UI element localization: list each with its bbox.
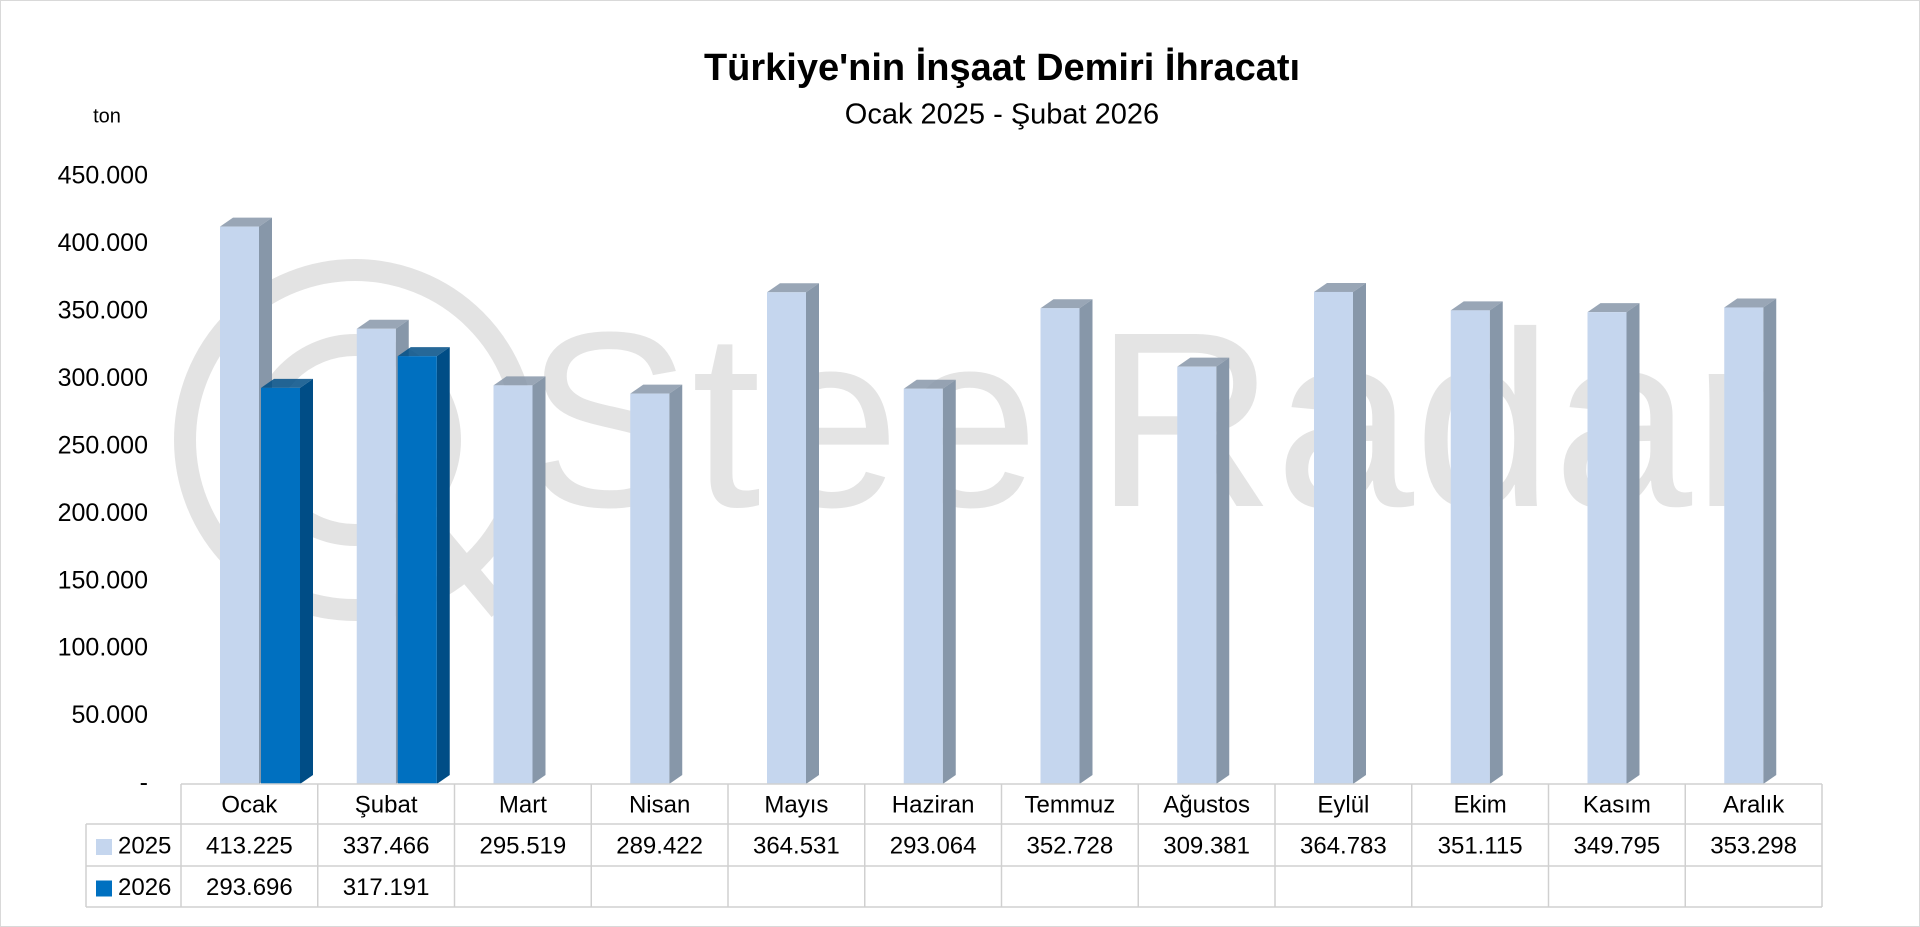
data-label: 289.422 [616,832,703,859]
bar [767,292,806,784]
bar [1587,312,1627,784]
bar [1724,307,1764,784]
chart-title: Türkiye'nin İnşaat Demiri İhracatı [704,47,1300,89]
x-tick-label: Temmuz [1025,791,1116,818]
data-label: 364.531 [753,832,840,859]
bar-top [397,347,450,357]
data-label: 351.115 [1438,832,1523,859]
data-label: 364.783 [1300,832,1387,859]
bar-side [532,376,546,784]
x-tick-label: Aralık [1723,791,1785,818]
bar [397,356,437,784]
y-tick-label: 200.000 [58,499,148,527]
legend-key [96,839,112,855]
bar-top [767,283,819,293]
bar-top [1450,301,1503,311]
bar-top [1040,299,1093,309]
x-tick-label: Haziran [892,791,975,818]
bar-side [436,347,450,784]
bar-side [1489,301,1503,784]
bar-top [493,376,546,386]
bar-side [1763,298,1777,784]
y-tick-label: 350.000 [58,296,148,324]
bar-top [630,384,683,394]
x-tick-label: Şubat [355,791,418,818]
x-tick-label: Kasım [1583,791,1651,818]
x-tick-label: Ocak [221,791,278,818]
data-label: 295.519 [479,832,566,859]
bar [903,388,943,784]
data-label: 317.191 [343,874,430,901]
bar-top [1724,298,1777,308]
bar-side [300,378,313,784]
bar [220,226,259,784]
bar-top [261,378,313,388]
data-label: 309.381 [1163,832,1250,859]
data-label: 293.696 [206,874,293,901]
data-label: 413.225 [206,832,293,859]
bar-side [1216,357,1230,784]
bar-top [1177,357,1230,367]
bar [1450,310,1490,784]
data-label: 353.298 [1710,832,1797,859]
bar-side [1353,282,1366,784]
bar-side [806,283,819,784]
bar-top [903,379,956,389]
bar-side [669,384,683,784]
bar-side [1626,303,1640,784]
bar-side [1079,299,1093,784]
y-tick-label: 150.000 [58,566,148,594]
legend-key [96,880,112,897]
data-label: 352.728 [1026,832,1113,859]
bar [1040,308,1080,784]
bar-top [220,217,272,227]
x-tick-label: Mayıs [764,791,828,818]
bar-top [356,319,409,329]
bar-top [1587,303,1640,313]
data-label: 337.466 [343,832,430,859]
bar-top [1314,282,1366,292]
y-tick-label: 300.000 [58,364,148,392]
legend-label: 2025 [118,832,171,859]
bar [493,385,533,784]
bar [1177,366,1217,784]
bar-side [942,379,956,784]
y-tick-label: - [140,769,148,797]
x-tick-label: Nisan [629,791,690,818]
x-tick-label: Mart [499,791,547,818]
x-tick-label: Eylül [1317,791,1369,818]
y-tick-label: 250.000 [58,431,148,459]
y-tick-label: 400.000 [58,229,148,257]
chart-subtitle: Ocak 2025 - Şubat 2026 [845,99,1159,131]
watermark: SteelRadar [525,280,1776,559]
y-tick-label: 50.000 [72,701,148,729]
y-axis-label: ton [93,105,121,127]
data-label: 293.064 [890,832,977,859]
bar [261,387,300,784]
data-label: 349.795 [1573,832,1660,859]
legend-label: 2026 [118,874,171,901]
bar [630,393,670,784]
x-tick-label: Ağustos [1163,791,1250,818]
y-tick-label: 100.000 [58,634,148,662]
bar [356,328,396,784]
bar [1314,291,1353,784]
y-tick-label: 450.000 [58,162,148,190]
x-tick-label: Ekim [1453,791,1506,818]
